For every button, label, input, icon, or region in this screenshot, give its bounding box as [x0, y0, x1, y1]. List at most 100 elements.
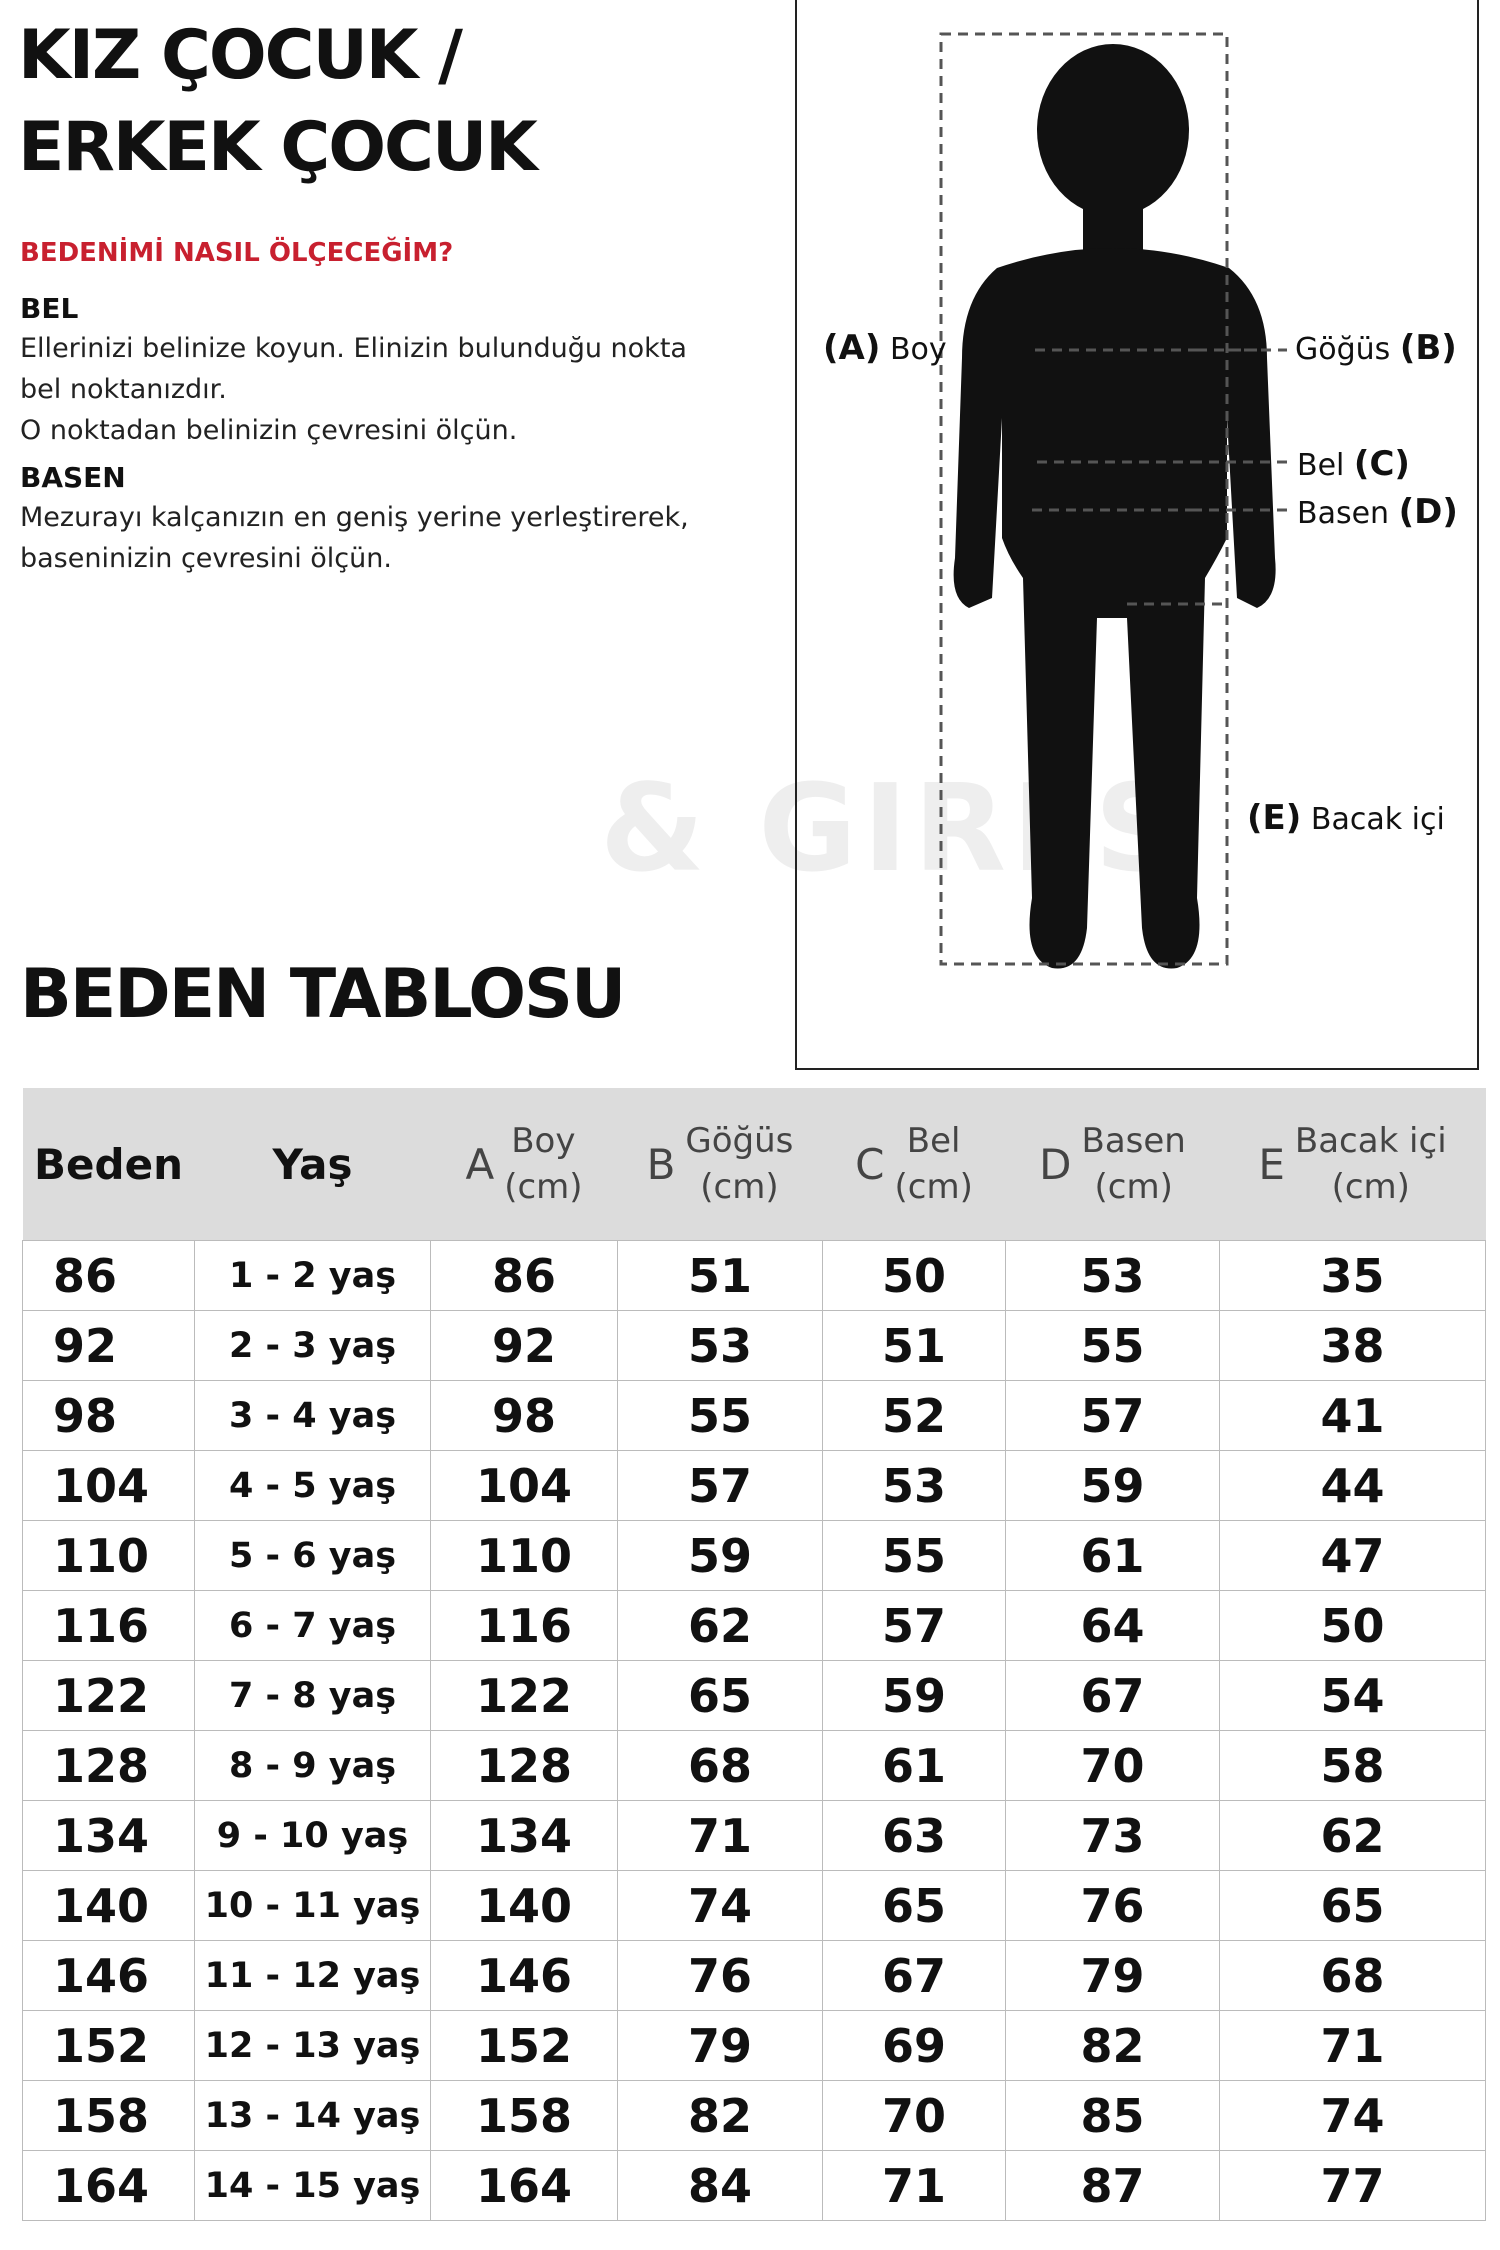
table-cell: 68 — [1219, 1940, 1486, 2011]
column-unit: (cm) — [1331, 1167, 1410, 1207]
table-cell: 53 — [822, 1450, 1006, 1521]
table-row: 134 9 - 10 yaş 134 71 63 73 62 — [22, 1800, 1486, 1871]
column-unit: (cm) — [1094, 1167, 1173, 1207]
table-row: 164 14 - 15 yaş 164 84 71 87 77 — [22, 2150, 1486, 2221]
label-letter: (B) — [1399, 328, 1457, 368]
table-cell: 65 — [617, 1660, 823, 1731]
table-cell: 69 — [822, 2010, 1006, 2081]
table-cell: 59 — [617, 1520, 823, 1591]
title-line: ERKEK ÇOCUK — [18, 108, 538, 187]
table-cell: 158 — [22, 2080, 195, 2151]
table-cell: 8 - 9 yaş — [194, 1730, 431, 1801]
table-cell: 79 — [617, 2010, 823, 2081]
table-cell: 55 — [1005, 1310, 1220, 1381]
table-row: 110 5 - 6 yaş 110 59 55 61 47 — [22, 1520, 1486, 1591]
table-cell: 79 — [1005, 1940, 1220, 2011]
column-letter: C — [855, 1139, 885, 1189]
table-cell: 87 — [1005, 2150, 1220, 2221]
column-name: Göğüs — [685, 1121, 794, 1161]
table-cell: 86 — [22, 1240, 195, 1311]
table-cell: 62 — [1219, 1800, 1486, 1871]
column-header: Beden — [22, 1088, 195, 1241]
diagram-label: Bel (C) — [1297, 444, 1410, 484]
column-name-unit: Boy (cm) — [504, 1118, 582, 1210]
column-header: A Boy (cm) — [430, 1088, 618, 1241]
table-cell: 128 — [22, 1730, 195, 1801]
title: KIZ ÇOCUK / ERKEK ÇOCUK — [18, 10, 538, 194]
table-cell: 122 — [430, 1660, 618, 1731]
table-cell: 164 — [22, 2150, 195, 2221]
table-cell: 146 — [22, 1940, 195, 2011]
table-cell: 77 — [1219, 2150, 1486, 2221]
table-cell: 128 — [430, 1730, 618, 1801]
table-cell: 58 — [1219, 1730, 1486, 1801]
table-cell: 84 — [617, 2150, 823, 2221]
table-cell: 57 — [617, 1450, 823, 1521]
table-cell: 152 — [430, 2010, 618, 2081]
section-title: BEL — [20, 292, 79, 325]
column-unit: (cm) — [700, 1167, 779, 1207]
table-cell: 61 — [1005, 1520, 1220, 1591]
table-cell: 6 - 7 yaş — [194, 1590, 431, 1661]
section-text: O noktadan belinizin çevresini ölçün. — [20, 415, 518, 446]
table-cell: 2 - 3 yaş — [194, 1310, 431, 1381]
table-cell: 10 - 11 yaş — [194, 1870, 431, 1941]
section-text: Mezurayı kalçanızın en geniş yerine yerl… — [20, 502, 689, 533]
table-cell: 59 — [822, 1660, 1006, 1731]
table-row: 92 2 - 3 yaş 92 53 51 55 38 — [22, 1310, 1486, 1381]
table-cell: 62 — [617, 1590, 823, 1661]
table-cell: 82 — [1005, 2010, 1220, 2081]
table-row: 146 11 - 12 yaş 146 76 67 79 68 — [22, 1940, 1486, 2011]
table-cell: 50 — [822, 1240, 1006, 1311]
table-cell: 104 — [430, 1450, 618, 1521]
label-letter: (D) — [1398, 492, 1458, 532]
table-cell: 41 — [1219, 1380, 1486, 1451]
table-row: 140 10 - 11 yaş 140 74 65 76 65 — [22, 1870, 1486, 1941]
table-row: 86 1 - 2 yaş 86 51 50 53 35 — [22, 1240, 1486, 1311]
column-letter: A — [465, 1139, 495, 1189]
column-header-content: E Bacak içi (cm) — [1220, 1118, 1486, 1210]
column-name-unit: Basen (cm) — [1082, 1118, 1186, 1210]
label-name: Basen — [1297, 496, 1390, 531]
table-cell: 38 — [1219, 1310, 1486, 1381]
table-row: 152 12 - 13 yaş 152 79 69 82 71 — [22, 2010, 1486, 2081]
table-cell: 85 — [1005, 2080, 1220, 2151]
column-name-unit: Bel (cm) — [894, 1118, 972, 1210]
table-cell: 51 — [617, 1240, 823, 1311]
table-cell: 74 — [1219, 2080, 1486, 2151]
table-cell: 104 — [22, 1450, 195, 1521]
table-cell: 11 - 12 yaş — [194, 1940, 431, 2011]
column-header: B Göğüs (cm) — [617, 1088, 823, 1241]
diagram-label: Basen (D) — [1297, 492, 1458, 532]
column-name-unit: Bacak içi (cm) — [1295, 1118, 1447, 1210]
label-name: Boy — [889, 332, 947, 367]
column-letter: D — [1039, 1139, 1072, 1189]
table-cell: 70 — [822, 2080, 1006, 2151]
table-cell: 67 — [822, 1940, 1006, 2011]
table-cell: 61 — [822, 1730, 1006, 1801]
instructions: BEDENİMİ NASIL ÖLÇECEĞİM? BEL Ellerinizi … — [20, 238, 780, 579]
table-cell: 65 — [822, 1870, 1006, 1941]
table-row: 104 4 - 5 yaş 104 57 53 59 44 — [22, 1450, 1486, 1521]
table-cell: 63 — [822, 1800, 1006, 1871]
section-text: bel noktanızdır. — [20, 374, 227, 405]
table-cell: 35 — [1219, 1240, 1486, 1311]
table-cell: 52 — [822, 1380, 1006, 1451]
table-cell: 116 — [430, 1590, 618, 1661]
table-cell: 73 — [1005, 1800, 1220, 1871]
column-name: Basen — [1081, 1121, 1186, 1161]
table-cell: 98 — [430, 1380, 618, 1451]
title-line: KIZ ÇOCUK / — [18, 16, 463, 95]
instructions-heading: BEDENİMİ NASIL ÖLÇECEĞİM? — [20, 238, 454, 268]
label-name: Göğüs — [1295, 332, 1391, 367]
table-cell: 12 - 13 yaş — [194, 2010, 431, 2081]
table-row: 98 3 - 4 yaş 98 55 52 57 41 — [22, 1380, 1486, 1451]
column-header-content: A Boy (cm) — [431, 1118, 618, 1210]
diagram-label: (E) Bacak içi — [1247, 798, 1445, 838]
table-cell: 82 — [617, 2080, 823, 2151]
column-letter: B — [646, 1139, 676, 1189]
table-cell: 55 — [617, 1380, 823, 1451]
table-cell: 55 — [822, 1520, 1006, 1591]
table-cell: 3 - 4 yaş — [194, 1380, 431, 1451]
